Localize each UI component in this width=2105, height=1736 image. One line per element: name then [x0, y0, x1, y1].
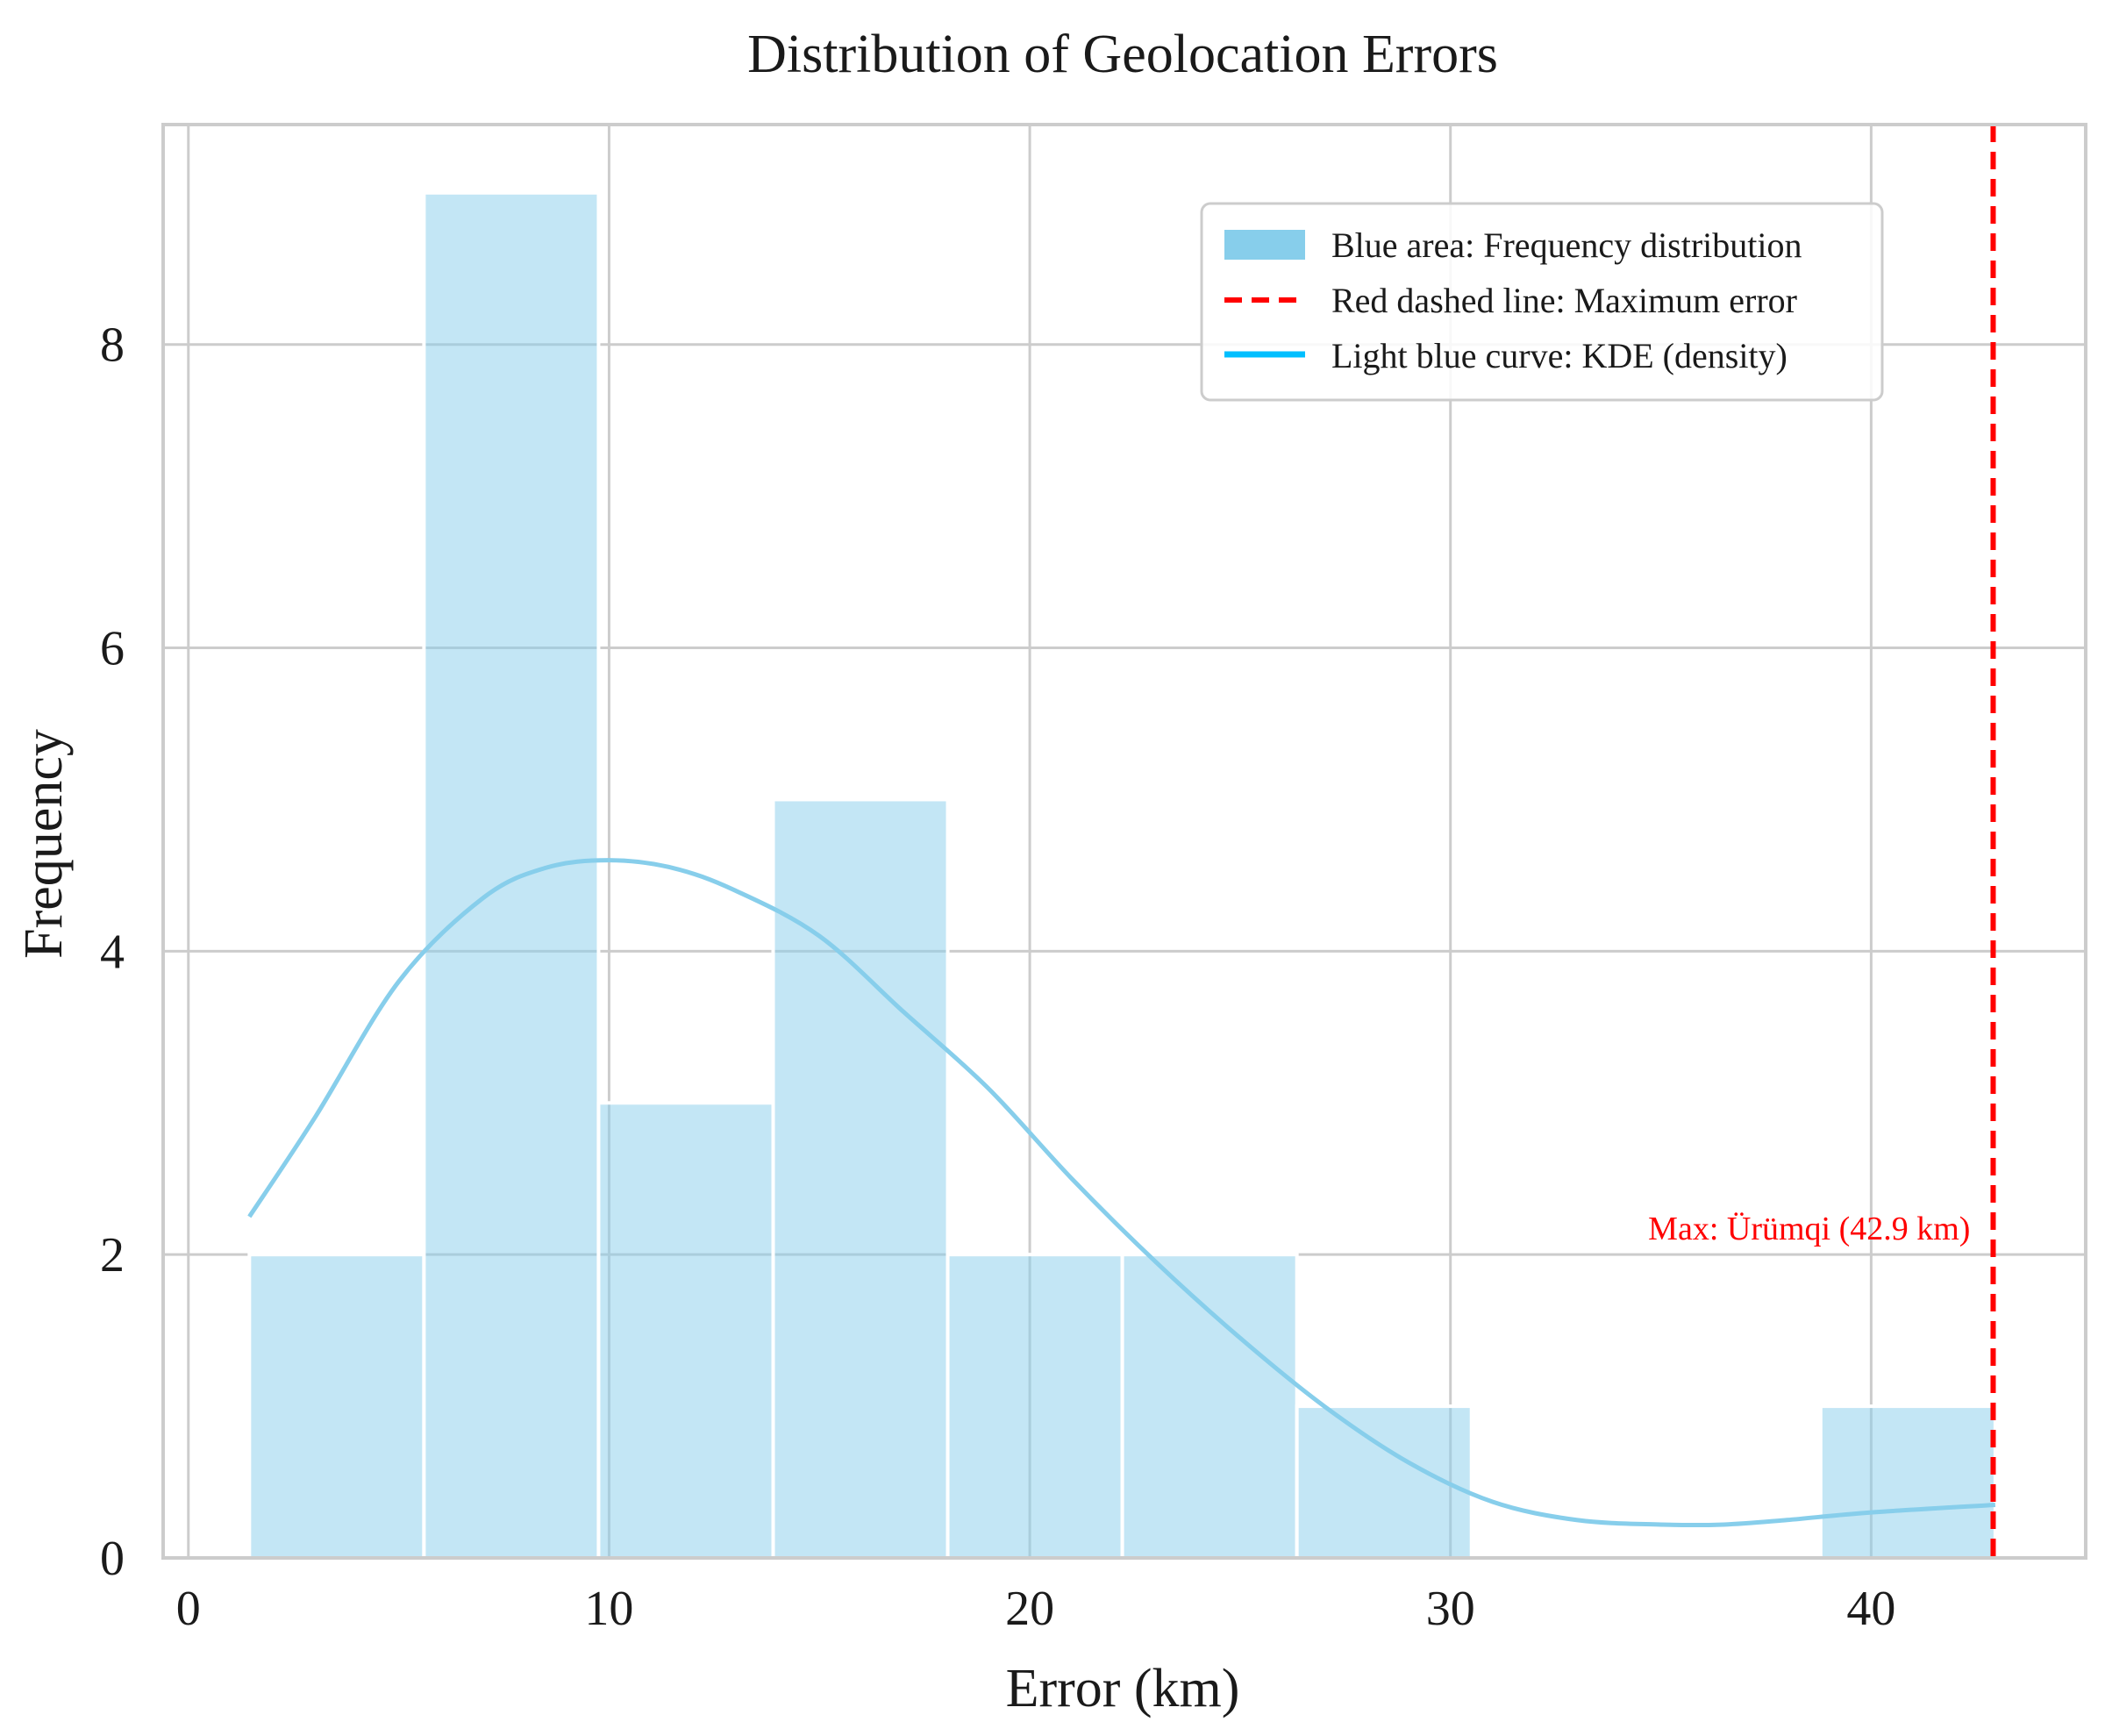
legend: Blue area: Frequency distribution Red da…	[1200, 202, 1884, 402]
histogram-bar	[596, 1101, 775, 1561]
x-tick-label: 0	[176, 1582, 201, 1636]
x-tick-label: 30	[1426, 1582, 1475, 1636]
plot-frame	[161, 123, 2087, 1560]
y-tick-label: 8	[100, 318, 125, 373]
legend-box	[1200, 202, 1884, 402]
y-tick-label: 6	[100, 622, 125, 676]
tick-labels: 0 10 20 30 40 0 2 4 6 8	[100, 318, 1895, 1636]
histogram-bar	[247, 1253, 426, 1561]
histogram-bar	[422, 190, 601, 1560]
y-tick-label: 2	[100, 1228, 125, 1282]
y-axis-label: Frequency	[14, 729, 74, 959]
histogram-bar	[771, 797, 950, 1560]
legend-label-kde: Light blue curve: KDE (density)	[1331, 336, 1787, 375]
legend-swatch-frequency	[1224, 230, 1305, 260]
chart-title: Distribution of Geolocation Errors	[747, 25, 1498, 84]
y-tick-label: 4	[100, 925, 125, 979]
x-tick-label: 40	[1846, 1582, 1895, 1636]
legend-label-frequency: Blue area: Frequency distribution	[1331, 225, 1802, 265]
x-axis-label: Error (km)	[1006, 1659, 1240, 1718]
histogram-bar	[945, 1253, 1124, 1561]
x-tick-label: 10	[584, 1582, 633, 1636]
plot-border	[161, 123, 2087, 1560]
max-error-layer: Max: Ürümqi (42.9 km)	[1648, 125, 1996, 1558]
histogram-bar	[1120, 1253, 1299, 1561]
y-tick-label: 0	[100, 1532, 125, 1586]
legend-label-max: Red dashed line: Maximum error	[1331, 281, 1797, 320]
kde-curve-layer	[247, 858, 1996, 1528]
kde-curve	[247, 858, 1996, 1528]
max-error-annotation: Max: Ürümqi (42.9 km)	[1648, 1211, 1970, 1247]
x-tick-label: 20	[1005, 1582, 1054, 1636]
histogram-bar	[1818, 1404, 1997, 1561]
